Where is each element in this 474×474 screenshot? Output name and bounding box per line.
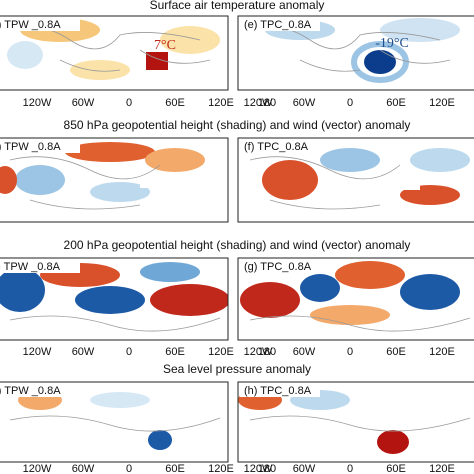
- x-tick-label: 180: [258, 346, 276, 358]
- map-panel: [0, 16, 228, 90]
- panel-label: (f) TPC_0.8A: [244, 141, 309, 153]
- section-title: Sea level pressure anomaly: [163, 362, 311, 376]
- section-title: Surface air temperature anomaly: [150, 0, 325, 12]
- map-panel: [238, 258, 474, 340]
- section-title: 200 hPa geopotential height (shading) an…: [64, 238, 411, 252]
- annotation: 7°C: [154, 38, 176, 53]
- x-tick-label: 120E: [208, 97, 234, 109]
- x-tick-label: 120E: [208, 346, 234, 358]
- x-tick-label: 120E: [208, 463, 234, 474]
- panel-label: (d) TPW _0.8A: [0, 385, 61, 397]
- map-panel: [238, 138, 474, 222]
- panel-label: (e) TPC_0.8A: [244, 19, 312, 31]
- x-tick-label: 60W: [293, 346, 316, 358]
- x-tick-label: 120W: [244, 463, 273, 474]
- x-tick-label: 60W: [72, 463, 95, 474]
- annotation: -19°C: [375, 36, 409, 51]
- label-bg: [240, 140, 320, 153]
- panel-label: (g) TPC_0.8A: [244, 261, 312, 273]
- section-title: 850 hPa geopotential height (shading) an…: [64, 118, 411, 132]
- x-tick-label: 120W: [244, 346, 273, 358]
- x-tick-label: 120W: [23, 97, 52, 109]
- label-bg: [0, 384, 80, 397]
- label-bg: [0, 18, 80, 31]
- panel-frames: [0, 15, 474, 463]
- x-tick-label: 60E: [386, 463, 406, 474]
- x-tick-label: 60W: [293, 463, 316, 474]
- panel-label: (h) TPC_0.8A: [244, 385, 312, 397]
- label-bg: [240, 18, 320, 31]
- x-tick-label: 60W: [293, 97, 316, 109]
- x-tick-label: 120E: [429, 463, 455, 474]
- x-tick-label: 0: [347, 97, 353, 109]
- x-tick-label: 60E: [386, 97, 406, 109]
- panel-label: (a) TPW _0.8A: [0, 19, 61, 31]
- x-tick-label: 120E: [429, 97, 455, 109]
- panel-label: (b) TPW _0.8A: [0, 141, 61, 153]
- x-tick-label: 120W: [23, 346, 52, 358]
- x-tick-label: 60E: [165, 463, 185, 474]
- x-tick-label: 60E: [165, 346, 185, 358]
- panel-label: (c) TPW _0.8A: [0, 261, 61, 273]
- x-tick-label: 0: [126, 346, 132, 358]
- x-tick-label: 0: [347, 346, 353, 358]
- x-tick-label: 120W: [23, 463, 52, 474]
- x-tick-label: 180: [258, 97, 276, 109]
- x-tick-label: 120E: [429, 346, 455, 358]
- x-tick-label: 60E: [165, 97, 185, 109]
- x-tick-label: 0: [347, 463, 353, 474]
- label-bg: [240, 384, 320, 397]
- x-tick-label: 180: [258, 463, 276, 474]
- x-tick-label: 60W: [72, 97, 95, 109]
- x-tick-label: 0: [126, 463, 132, 474]
- label-bg: [0, 260, 80, 273]
- x-tick-label: 60W: [72, 346, 95, 358]
- x-tick-label: 60E: [386, 346, 406, 358]
- label-bg: [240, 260, 320, 273]
- label-bg: [0, 140, 80, 153]
- x-tick-label: 0: [126, 97, 132, 109]
- x-tick-label: 120W: [244, 97, 273, 109]
